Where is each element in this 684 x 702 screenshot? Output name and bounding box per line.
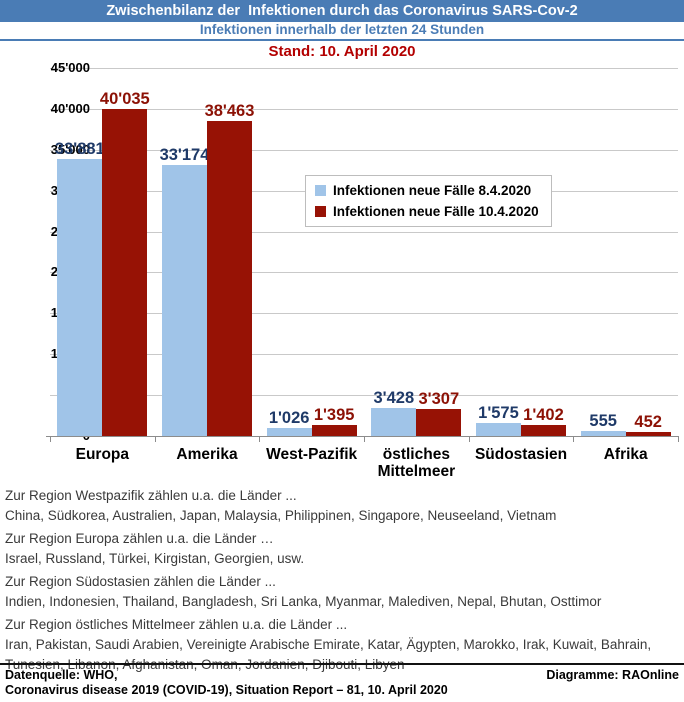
legend-label: Infektionen neue Fälle 8.4.2020	[333, 183, 532, 198]
diagram-credit: Diagramme: RAOnline	[546, 668, 679, 682]
bar-column: 1'575	[475, 404, 521, 436]
bar-group-2: 1'026 1'395	[259, 406, 364, 436]
note-suedostasien: Zur Region Südostasien zählen die Länder…	[5, 572, 679, 612]
x-axis-category-label: östliches Mittelmeer	[377, 446, 456, 480]
bar-column: 40'035	[99, 89, 150, 436]
legend-label: Infektionen neue Fälle 10.4.2020	[333, 204, 539, 219]
x-axis-tick	[364, 436, 365, 442]
gridline	[50, 354, 678, 356]
bar-infektionen-neue-fälle-10.4.2020-4	[520, 424, 566, 436]
bar-value-label: 33'174	[159, 145, 210, 164]
bar-value-label: 1'395	[313, 405, 355, 424]
region-notes: Zur Region Westpazifik zählen u.a. die L…	[0, 482, 684, 675]
bar-value-label: 40'035	[99, 89, 150, 108]
x-axis-category-label: Europa	[75, 446, 130, 463]
x-axis-category-label: Afrika	[603, 446, 648, 463]
data-source-line2: Coronavirus disease 2019 (COVID-19), Sit…	[5, 683, 448, 697]
gridline	[50, 108, 678, 110]
bar-column: 452	[625, 413, 671, 436]
note-body: China, Südkorea, Australien, Japan, Mala…	[5, 508, 557, 523]
bar-group-4: 1'575 1'402	[469, 404, 574, 436]
x-axis-category-label: West-Pazifik	[266, 446, 358, 463]
chart-legend: Infektionen neue Fälle 8.4.2020 Infektion…	[305, 175, 552, 227]
bar-infektionen-neue-fälle-10.4.2020-5	[625, 432, 671, 436]
bar-infektionen-neue-fälle-8.4.2020-2	[266, 427, 312, 436]
gridline	[50, 272, 678, 274]
bar-value-label: 555	[589, 412, 617, 431]
note-heading: Zur Region Südostasien zählen die Länder…	[5, 574, 276, 589]
bar-infektionen-neue-fälle-8.4.2020-3	[371, 407, 417, 436]
bar-infektionen-neue-fälle-8.4.2020-4	[475, 423, 521, 436]
gridline	[50, 149, 678, 151]
bar-column: 1'026	[266, 408, 312, 436]
note-heading: Zur Region Westpazifik zählen u.a. die L…	[5, 488, 297, 503]
footer: Datenquelle: WHO, Diagramme: RAOnline Co…	[0, 663, 684, 702]
note-europa: Zur Region Europa zählen u.a. die Länder…	[5, 529, 679, 569]
bar-group-0: 33'881 40'035	[50, 90, 155, 436]
gridline	[50, 313, 678, 315]
legend-swatch	[315, 206, 326, 217]
x-axis-tick	[678, 436, 679, 442]
date-status: Stand: 10. April 2020	[268, 43, 416, 60]
page-title: Zwischenbilanz der Infektionen durch das…	[0, 0, 684, 22]
bar-column: 33'174	[159, 145, 210, 436]
bar-value-label: 1'026	[268, 408, 310, 427]
y-axis-tick-label: 45'000	[50, 60, 90, 75]
chart-subtitle: Infektionen innerhalb der letzten 24 Stu…	[199, 22, 485, 37]
x-axis-labels: Europa Amerika West-Pazifik östliches Mitte…	[50, 446, 678, 480]
bar-infektionen-neue-fälle-10.4.2020-2	[311, 424, 357, 436]
x-axis-tick	[154, 436, 156, 442]
bar-value-label: 3'307	[418, 389, 460, 408]
note-body: Indien, Indonesien, Thailand, Bangladesh…	[5, 594, 602, 609]
bar-column: 1'395	[311, 405, 357, 436]
bar-group-3: 3'428 3'307	[364, 389, 469, 436]
bar-column: 555	[580, 412, 626, 436]
gridline	[50, 231, 678, 233]
note-westpazifik: Zur Region Westpazifik zählen u.a. die L…	[5, 486, 679, 526]
header-divider	[0, 39, 684, 41]
y-axis-tick-label: 40'000	[50, 100, 90, 116]
x-axis-tick	[50, 436, 51, 442]
y-axis-tick-label: 35'000	[50, 141, 90, 157]
gridline	[50, 395, 678, 397]
bar-group-1: 33'174 38'463	[155, 102, 260, 436]
bar-infektionen-neue-fälle-10.4.2020-3	[416, 408, 462, 436]
x-axis-line	[46, 436, 678, 437]
gridline	[50, 68, 678, 69]
bar-value-label: 3'428	[373, 388, 415, 407]
legend-item: Infektionen neue Fälle 10.4.2020	[315, 204, 539, 219]
bar-value-label: 452	[634, 413, 662, 432]
x-axis-tick	[468, 436, 470, 442]
x-axis-tick	[573, 436, 575, 442]
note-heading: Zur Region östliches Mittelmeer zählen u…	[5, 617, 348, 632]
bar-column: 3'428	[371, 388, 417, 436]
note-heading: Zur Region Europa zählen u.a. die Länder…	[5, 531, 274, 546]
bar-column: 3'307	[416, 389, 462, 436]
data-source-line1: Datenquelle: WHO,	[5, 668, 118, 682]
legend-swatch	[315, 185, 326, 196]
note-body: Israel, Russland, Türkei, Kirgistan, Geo…	[5, 551, 305, 566]
legend-item: Infektionen neue Fälle 8.4.2020	[315, 183, 539, 198]
bar-column: 33'881	[54, 139, 105, 436]
bar-infektionen-neue-fälle-10.4.2020-1	[206, 121, 252, 436]
bar-value-label: 33'881	[54, 139, 105, 158]
bar-value-label: 1'575	[478, 404, 519, 423]
bar-column: 1'402	[520, 405, 566, 436]
bar-infektionen-neue-fälle-8.4.2020-1	[161, 164, 207, 436]
note-oestliches-mittelmeer: Zur Region östliches Mittelmeer zählen u…	[5, 615, 679, 675]
bar-value-label: 38'463	[204, 102, 255, 121]
x-axis-tick	[259, 436, 261, 442]
bar-value-label: 1'402	[523, 405, 564, 424]
x-axis-category-label: Amerika	[176, 446, 238, 463]
bar-infektionen-neue-fälle-8.4.2020-0	[57, 158, 103, 436]
bar-chart: 05'00010'00015'00020'00025'00030'00035'0…	[0, 61, 684, 482]
plot-area: 05'00010'00015'00020'00025'00030'00035'0…	[46, 61, 679, 443]
x-axis-category-label: Südostasien	[474, 446, 568, 463]
bar-infektionen-neue-fälle-8.4.2020-5	[580, 431, 626, 436]
bar-infektionen-neue-fälle-10.4.2020-0	[102, 108, 148, 436]
bar-column: 38'463	[204, 102, 255, 436]
bar-group-5: 555 452	[573, 412, 678, 436]
